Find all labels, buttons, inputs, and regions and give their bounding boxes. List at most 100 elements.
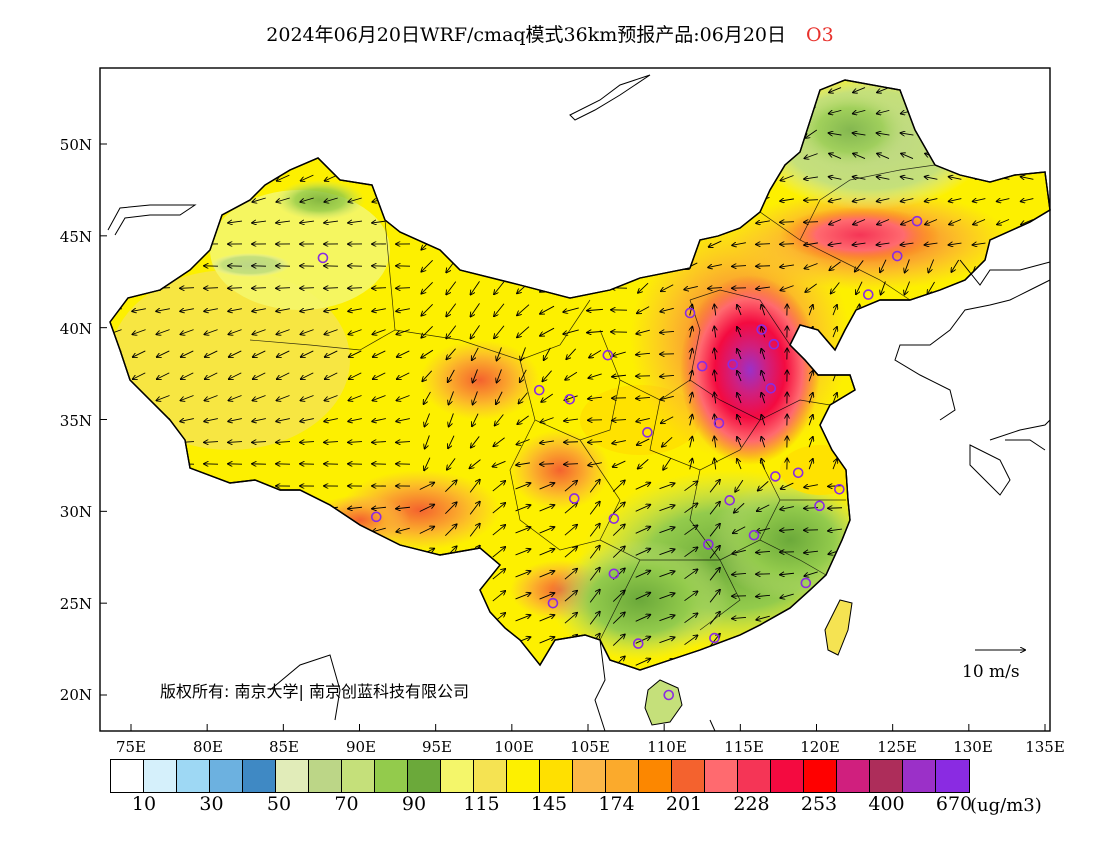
wind-arrow [446, 325, 457, 339]
wind-arrow [877, 199, 890, 202]
wind-arrow [761, 415, 764, 426]
station-marker [800, 577, 812, 589]
wind-arrow [180, 309, 194, 312]
wind-arrow [690, 459, 693, 470]
wind-arrow [732, 573, 747, 574]
x-tick-label: 95E [422, 738, 452, 756]
legend-label: 30 [199, 793, 224, 815]
wind-arrow [714, 305, 715, 316]
wind-arrow [539, 505, 555, 512]
wind-arrow [662, 436, 673, 446]
wind-arrow [497, 347, 502, 360]
legend-label: 228 [733, 793, 770, 815]
wind-arrow [446, 281, 457, 295]
wind-arrow [180, 329, 194, 335]
legend-swatch [408, 760, 441, 792]
wind-arrow [804, 153, 818, 159]
x-tick-label: 120E [800, 738, 840, 756]
wind-arrow [421, 349, 434, 358]
wind-arrow [808, 393, 813, 404]
wind-arrow [808, 371, 813, 382]
wind-arrow [780, 593, 794, 598]
wind-arrow [324, 442, 339, 443]
wind-arrow [612, 420, 627, 421]
wind-arrow [780, 265, 794, 267]
wind-arrow [492, 547, 505, 558]
legend-label: 670 [935, 793, 973, 815]
wind-arrow [492, 569, 505, 580]
station-marker [748, 529, 760, 541]
wind-arrow [204, 309, 218, 312]
wind-arrow [276, 442, 291, 443]
wind-arrow [539, 615, 555, 622]
wind-arrow [228, 419, 242, 422]
wind-arrow [684, 503, 698, 514]
wind-arrow [589, 524, 600, 537]
wind-arrow [756, 615, 770, 620]
wind-arrow [925, 243, 938, 245]
wind-arrow [804, 222, 819, 223]
wind-arrow [421, 282, 433, 293]
wind-arrow [519, 392, 528, 404]
legend-swatch [936, 760, 969, 792]
wind-arrow [300, 309, 314, 312]
wind-arrow [780, 573, 795, 574]
province-boundaries [249, 164, 936, 641]
wind-arrow [927, 281, 935, 294]
wind-arrow [372, 507, 387, 508]
wind-arrow [635, 571, 651, 578]
wind-arrow [563, 307, 579, 312]
wind-arrow [732, 617, 747, 618]
title-text: 2024年06月20日WRF/cmaq模式36km预报产品:06月20日 [266, 24, 787, 46]
wind-arrow [348, 288, 363, 289]
legend-swatch [870, 760, 903, 792]
wind-arrow [757, 504, 770, 511]
wind-arrow [229, 350, 242, 357]
wind-arrow [492, 591, 505, 602]
wind-arrow [276, 395, 290, 400]
wind-arrow [756, 266, 771, 267]
wind-arrow [684, 635, 698, 646]
wind-arrow [372, 395, 386, 400]
wind-arrow [589, 349, 602, 357]
wind-arrow [659, 505, 674, 512]
wind-arrow [808, 415, 813, 426]
wind-arrow [300, 442, 315, 443]
wind-arrow [421, 326, 433, 337]
wind-arrow [780, 285, 794, 291]
wind-arrow [589, 612, 600, 625]
wind-arrow [635, 593, 651, 600]
wind-arrow [808, 305, 813, 316]
wind-arrow [612, 546, 625, 558]
wind-arrow [204, 395, 218, 400]
wind-arrow [612, 480, 625, 492]
wind-arrow [756, 595, 771, 596]
wind-arrow [832, 327, 837, 338]
wind-arrow [635, 659, 651, 666]
wind-arrow [612, 634, 625, 646]
x-tick-label: 100E [494, 738, 534, 756]
wind-arrow [636, 418, 650, 421]
wind-arrow [855, 260, 864, 271]
wind-arrow [372, 329, 386, 335]
wind-arrow [636, 353, 651, 354]
wind-arrow [709, 590, 720, 603]
wind-arrow [132, 309, 146, 312]
wind-arrow [252, 221, 267, 223]
station-marker [703, 539, 714, 550]
wind-arrow [492, 481, 505, 492]
station-marker [727, 359, 739, 370]
wind-arrow [564, 547, 577, 558]
wind-arrow [396, 442, 411, 443]
wind-arrow [276, 419, 290, 422]
wind-arrow [473, 369, 478, 382]
wind-arrow [133, 350, 146, 357]
wind-arrow [348, 221, 363, 223]
wind-arrow [828, 486, 843, 487]
wind-arrow [517, 304, 530, 316]
wind-arrow [133, 372, 146, 379]
wind-arrow [540, 327, 555, 336]
wind-arrow [539, 549, 555, 556]
wind-arrow [447, 458, 456, 469]
wind-arrow [737, 393, 742, 404]
